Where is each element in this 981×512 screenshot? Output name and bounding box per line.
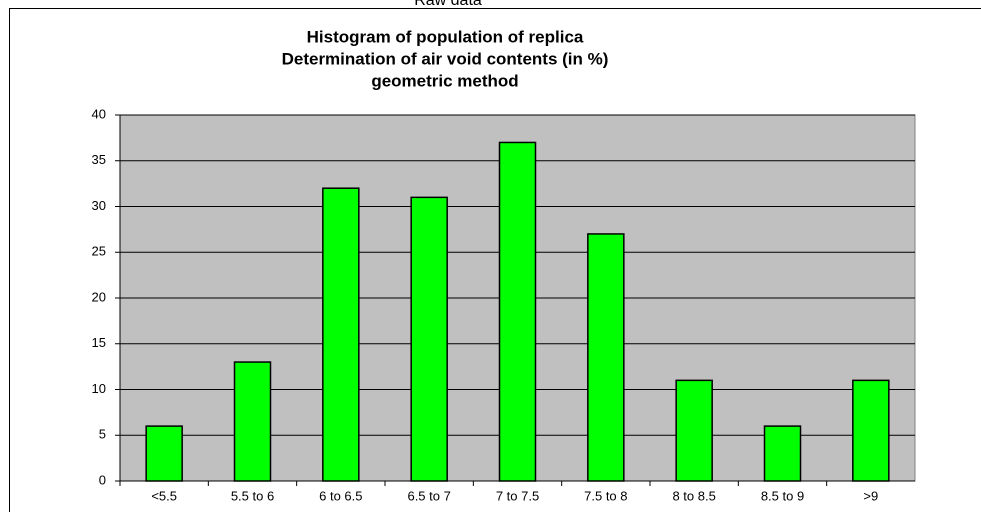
- bar: [233, 361, 272, 482]
- bar: [675, 379, 713, 482]
- x-tick-label: >9: [863, 488, 878, 503]
- bar: [763, 425, 802, 482]
- x-tick-label: 7.5 to 8: [584, 488, 627, 503]
- x-tick-label: 5.5 to 6: [231, 488, 274, 503]
- y-tick-label: 15: [92, 335, 106, 350]
- x-tick-label: 6.5 to 7: [407, 488, 450, 503]
- y-tick-label: 0: [99, 472, 106, 487]
- bar: [587, 233, 625, 482]
- y-tick-label: 10: [92, 381, 106, 396]
- y-tick-label: 40: [92, 106, 106, 121]
- y-tick-label: 20: [92, 289, 106, 304]
- y-tick-label: 25: [92, 244, 106, 259]
- bar: [322, 187, 360, 482]
- chart-title: Histogram of population of replica: [307, 27, 584, 46]
- bar: [852, 379, 890, 482]
- bar: [410, 196, 448, 482]
- y-tick-label: 30: [92, 198, 106, 213]
- x-tick-label: 7 to 7.5: [496, 488, 539, 503]
- x-tick-label: <5.5: [151, 488, 177, 503]
- page-header: Raw data: [414, 0, 482, 9]
- chart-title: geometric method: [371, 71, 518, 90]
- x-tick-label: 8.5 to 9: [761, 488, 804, 503]
- chart-title: Determination of air void contents (in %…: [282, 49, 609, 68]
- y-tick-label: 5: [99, 427, 106, 442]
- bar: [498, 141, 537, 482]
- y-tick-label: 35: [92, 152, 106, 167]
- x-tick-label: 8 to 8.5: [672, 488, 715, 503]
- x-tick-label: 6 to 6.5: [319, 488, 362, 503]
- bar: [145, 425, 183, 482]
